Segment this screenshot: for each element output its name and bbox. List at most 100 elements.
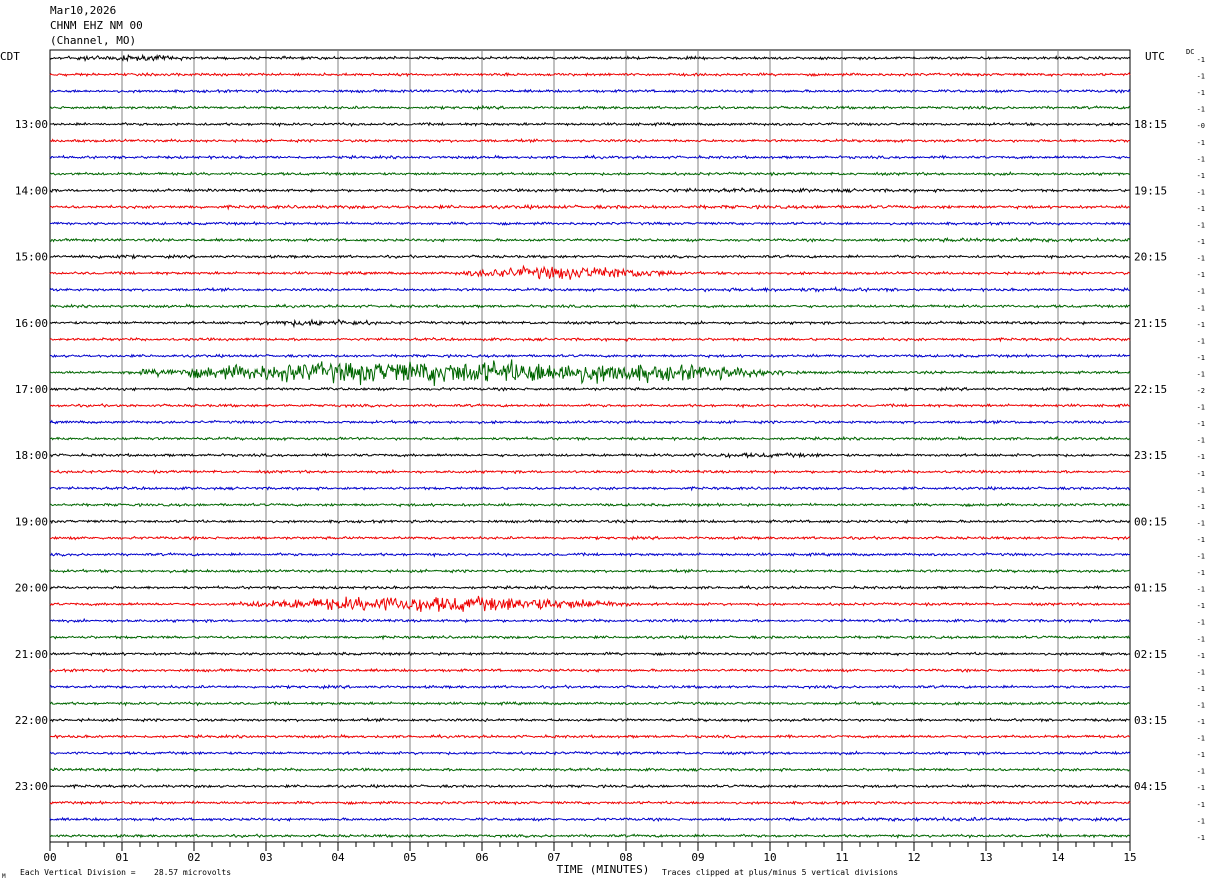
trace-line bbox=[49, 485, 1131, 492]
dc-offset-value: -1 bbox=[1197, 139, 1205, 147]
dc-offset-value: -2 bbox=[1197, 387, 1205, 395]
dc-offset-value: -1 bbox=[1197, 701, 1205, 709]
left-hour-label: 13:00 bbox=[15, 118, 48, 131]
dc-offset-value: -1 bbox=[1197, 321, 1205, 329]
seismic-traces bbox=[49, 53, 1131, 840]
right-hour-label: 20:15 bbox=[1134, 251, 1167, 264]
dc-offset-value: -0 bbox=[1197, 122, 1205, 130]
dc-offset-value: -1 bbox=[1197, 635, 1205, 643]
left-hour-label: 21:00 bbox=[15, 648, 48, 661]
dc-offset-value: -1 bbox=[1197, 238, 1205, 246]
x-tick-label: 14 bbox=[1051, 851, 1065, 864]
x-tick-label: 06 bbox=[475, 851, 488, 864]
trace-line bbox=[49, 386, 1131, 392]
dc-offset-value: -1 bbox=[1197, 503, 1205, 511]
left-hour-label: 15:00 bbox=[15, 251, 48, 264]
dc-offset-value: -1 bbox=[1197, 370, 1205, 378]
dc-offset-value: -1 bbox=[1197, 404, 1205, 412]
x-tick-label: 03 bbox=[259, 851, 272, 864]
trace-line bbox=[49, 402, 1131, 409]
x-axis: 00 01 02 03 04 05 06 07 08 09 10 11 12 13 14 15 bbox=[43, 842, 1137, 864]
dc-offset-value: -1 bbox=[1197, 453, 1205, 461]
plot-date: Mar10,2026 bbox=[50, 4, 117, 17]
dc-offset-value: -1 bbox=[1197, 569, 1205, 577]
dc-offset-value: -1 bbox=[1197, 337, 1205, 345]
hour-labels: 13:00 14:00 15:00 16:00 17:00 18:00 19:00 20:00… bbox=[15, 56, 1205, 842]
dc-offset-value: -1 bbox=[1197, 834, 1205, 842]
dc-offset-header: DC bbox=[1186, 48, 1195, 56]
right-hour-label: 04:15 bbox=[1134, 780, 1167, 793]
dc-offset-value: -1 bbox=[1197, 89, 1205, 97]
station-code: CHNM EHZ NM 00 bbox=[50, 19, 143, 32]
x-tick-label: 08 bbox=[619, 851, 632, 864]
station-network: (Channel, MO) bbox=[50, 34, 137, 47]
trace-line bbox=[49, 186, 1131, 194]
x-tick-label: 12 bbox=[907, 851, 920, 864]
dc-offset-value: -1 bbox=[1197, 56, 1205, 64]
trace-line bbox=[49, 767, 1131, 773]
left-hour-label: 20:00 bbox=[15, 582, 48, 595]
trace-line bbox=[49, 253, 1131, 260]
time-gridlines bbox=[49, 49, 1131, 843]
trace-line bbox=[49, 359, 1131, 387]
trace-line bbox=[49, 733, 1131, 740]
x-tick-label: 10 bbox=[763, 851, 776, 864]
dc-offset-value: -1 bbox=[1197, 735, 1205, 743]
trace-line bbox=[49, 435, 1131, 442]
trace-line bbox=[49, 137, 1131, 144]
dc-offset-value: -1 bbox=[1197, 718, 1205, 726]
trace-line bbox=[49, 236, 1131, 244]
plot-frame bbox=[49, 49, 1131, 843]
right-hour-label: 21:15 bbox=[1134, 317, 1167, 330]
dc-offset-value: -1 bbox=[1197, 106, 1205, 114]
right-hour-label: 03:15 bbox=[1134, 714, 1167, 727]
dc-offset-value: -1 bbox=[1197, 271, 1205, 279]
left-timezone-label: CDT bbox=[0, 50, 20, 63]
dc-offset-value: -1 bbox=[1197, 470, 1205, 478]
trace-line bbox=[49, 71, 1131, 78]
trace-line bbox=[49, 717, 1131, 723]
trace-line bbox=[49, 451, 1131, 459]
dc-offset-value: -1 bbox=[1197, 155, 1205, 163]
x-tick-label: 04 bbox=[331, 851, 345, 864]
trace-line bbox=[49, 595, 1131, 612]
dc-offset-value: -1 bbox=[1197, 172, 1205, 180]
dc-offset-value: -1 bbox=[1197, 652, 1205, 660]
trace-line bbox=[49, 53, 1131, 63]
trace-line bbox=[49, 88, 1131, 94]
dc-offset-value: -1 bbox=[1197, 205, 1205, 213]
dc-offset-value: -1 bbox=[1197, 768, 1205, 776]
left-hour-label: 16:00 bbox=[15, 317, 48, 330]
dc-offset-value: -1 bbox=[1197, 784, 1205, 792]
x-tick-label: 02 bbox=[187, 851, 200, 864]
dc-offset-value: -1 bbox=[1197, 817, 1205, 825]
dc-offset-value: -1 bbox=[1197, 519, 1205, 527]
clipping-note: Traces clipped at plus/minus 5 vertical … bbox=[662, 868, 898, 877]
trace-line bbox=[49, 353, 1131, 359]
scale-value: 28.57 microvolts bbox=[154, 868, 231, 877]
left-hour-label: 18:00 bbox=[15, 449, 48, 462]
trace-line bbox=[49, 121, 1131, 128]
dc-offset-value: -1 bbox=[1197, 222, 1205, 230]
x-tick-label: 09 bbox=[691, 851, 704, 864]
trace-line bbox=[49, 419, 1131, 425]
x-tick-label: 07 bbox=[547, 851, 560, 864]
trace-line bbox=[49, 220, 1131, 227]
corner-mark: M bbox=[2, 873, 6, 880]
dc-offset-value: -1 bbox=[1197, 801, 1205, 809]
trace-line bbox=[49, 568, 1131, 574]
trace-line bbox=[49, 535, 1131, 541]
trace-line bbox=[49, 318, 1131, 329]
trace-line bbox=[49, 700, 1131, 707]
dc-offset-value: -1 bbox=[1197, 486, 1205, 494]
trace-line bbox=[49, 171, 1131, 177]
dc-offset-value: -1 bbox=[1197, 73, 1205, 81]
trace-line bbox=[49, 303, 1131, 309]
trace-line bbox=[49, 800, 1131, 806]
dc-offset-value: -1 bbox=[1197, 602, 1205, 610]
dc-offset-value: -1 bbox=[1197, 354, 1205, 362]
trace-line bbox=[49, 286, 1131, 293]
dc-offset-value: -1 bbox=[1197, 553, 1205, 561]
trace-line bbox=[49, 667, 1131, 674]
